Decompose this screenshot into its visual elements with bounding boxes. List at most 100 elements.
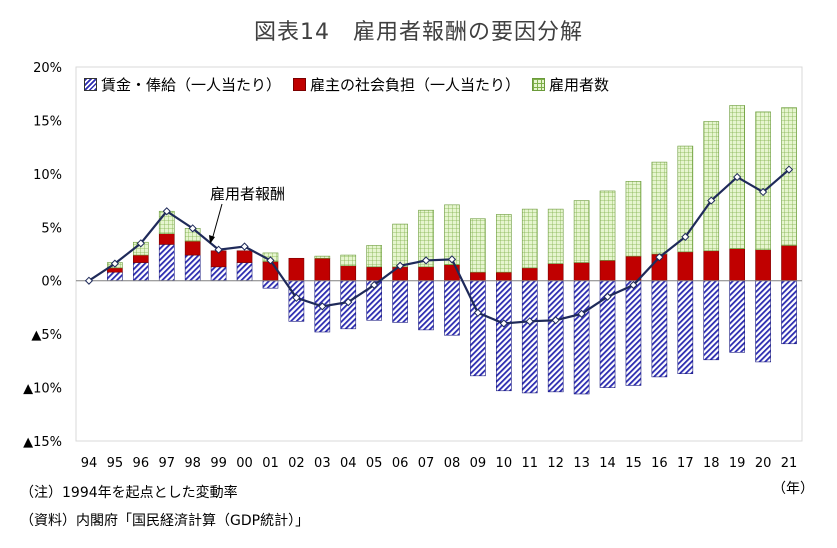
line-point xyxy=(136,239,145,248)
bar-employer-burden xyxy=(340,265,357,282)
x-tick-label: 08 xyxy=(444,456,461,471)
legend-item-wage: 賃金・俸給（一人当たり） xyxy=(84,74,281,95)
bar-employer-burden xyxy=(158,233,175,245)
bar-wage xyxy=(729,280,745,353)
bar-employee-count xyxy=(755,111,771,251)
bar-employer-burden xyxy=(366,266,382,282)
bars-layer xyxy=(107,105,797,395)
y-tick-label: 20% xyxy=(33,61,62,76)
bar-wage xyxy=(755,280,771,363)
line-point xyxy=(447,255,457,264)
bar-employer-burden xyxy=(521,267,538,282)
bar-employer-burden xyxy=(625,255,642,282)
line-layer xyxy=(84,165,794,328)
bar-wage xyxy=(547,280,564,393)
bar-employer-burden xyxy=(599,260,616,282)
x-tick-label: 96 xyxy=(133,456,150,471)
x-tick-label: 97 xyxy=(158,456,175,471)
footnote-source: （資料）内閣府「国民経済計算（GDP統計）」 xyxy=(20,513,310,529)
bar-employer-burden xyxy=(496,271,512,282)
y-tick-label: ▲15% xyxy=(23,435,62,450)
bar-employer-burden xyxy=(288,257,305,282)
bar-employee-count xyxy=(340,254,357,267)
bar-employer-burden xyxy=(677,251,694,282)
line-point xyxy=(551,316,560,325)
y-tick-label: 15% xyxy=(33,114,62,129)
x-tick-label: 14 xyxy=(599,456,616,471)
bar-employee-count xyxy=(418,209,434,268)
bar-employer-burden xyxy=(418,266,434,282)
x-tick-label: 06 xyxy=(392,456,409,471)
bar-employer-burden xyxy=(781,245,797,282)
x-tick-label: 09 xyxy=(470,456,487,471)
bar-wage xyxy=(184,254,201,282)
line-point xyxy=(421,256,431,265)
line-point xyxy=(603,292,612,301)
legend-label-employer: 雇主の社会負担（一人当たり） xyxy=(310,76,521,94)
legend-swatch-employer xyxy=(293,78,307,91)
series-line-compensation xyxy=(88,168,790,325)
legend: 賃金・俸給（一人当たり） 雇主の社会負担（一人当たり） 雇用者数 xyxy=(84,74,610,95)
line-point xyxy=(240,242,249,251)
bar-employee-count xyxy=(703,121,720,252)
x-tick-label: 07 xyxy=(418,456,435,471)
line-point xyxy=(214,245,223,254)
x-tick-label: 12 xyxy=(547,456,564,471)
legend-swatch-wage xyxy=(84,78,97,91)
bar-wage xyxy=(158,244,175,282)
bar-employer-burden xyxy=(755,249,771,282)
legend-label-count: 雇用者数 xyxy=(549,76,610,94)
bar-employer-burden xyxy=(729,248,745,282)
legend-item-count: 雇用者数 xyxy=(532,74,609,95)
line-point xyxy=(733,172,742,182)
bar-wage xyxy=(262,280,279,289)
y-tick-label: 0% xyxy=(41,275,62,290)
bar-wage xyxy=(521,280,538,394)
bar-employee-count xyxy=(444,204,460,265)
bar-wage xyxy=(470,280,486,377)
line-point xyxy=(655,253,664,262)
bar-employer-burden xyxy=(314,257,331,282)
line-point xyxy=(473,308,482,317)
y-tick-label: ▲5% xyxy=(31,328,62,343)
bar-wage xyxy=(573,280,590,395)
bar-employee-count xyxy=(625,181,642,257)
bar-employee-count xyxy=(314,255,331,259)
bar-wage xyxy=(236,262,253,282)
bar-employer-burden xyxy=(573,262,590,282)
bar-employee-count xyxy=(677,145,694,253)
y-tick-label: ▲10% xyxy=(23,382,62,397)
bar-wage xyxy=(418,280,434,331)
bar-employer-burden xyxy=(470,271,486,282)
line-annotation-label: 雇用者報酬 xyxy=(210,185,286,203)
bar-employee-count xyxy=(521,208,538,269)
x-tick-label: 98 xyxy=(184,456,201,471)
bar-employee-count xyxy=(573,200,590,263)
line-point xyxy=(370,280,379,290)
x-tick-label: 16 xyxy=(651,456,668,471)
x-tick-label: 99 xyxy=(210,456,227,471)
y-tick-label: 10% xyxy=(33,168,62,183)
bar-employer-burden xyxy=(107,267,123,273)
x-tick-label: 19 xyxy=(729,456,746,471)
x-tick-label: 10 xyxy=(496,456,513,471)
bar-wage xyxy=(210,266,227,282)
x-axis-ticks: 94 95 96 97 98 99 00 01 02 03 04 05 06 07 08 09 10 11 12 13… xyxy=(81,456,798,471)
bar-employer-burden xyxy=(703,250,720,282)
bar-employee-count xyxy=(651,161,668,255)
footnote-note: （注）1994年を起点とした変動率 xyxy=(20,485,238,501)
line-point xyxy=(525,317,534,326)
x-tick-label: 20 xyxy=(755,456,772,471)
x-tick-label: 17 xyxy=(677,456,694,471)
x-tick-label: 02 xyxy=(288,456,305,471)
x-tick-label: 21 xyxy=(781,456,798,471)
x-tick-label: 94 xyxy=(81,456,98,471)
line-point xyxy=(629,280,638,290)
bar-wage xyxy=(651,280,668,378)
x-axis-unit: （年） xyxy=(772,481,814,497)
bar-wage xyxy=(496,280,512,392)
bar-wage xyxy=(107,271,123,282)
bar-employer-burden xyxy=(184,240,201,256)
bar-employer-burden xyxy=(236,250,253,263)
bar-employee-count xyxy=(366,245,382,268)
